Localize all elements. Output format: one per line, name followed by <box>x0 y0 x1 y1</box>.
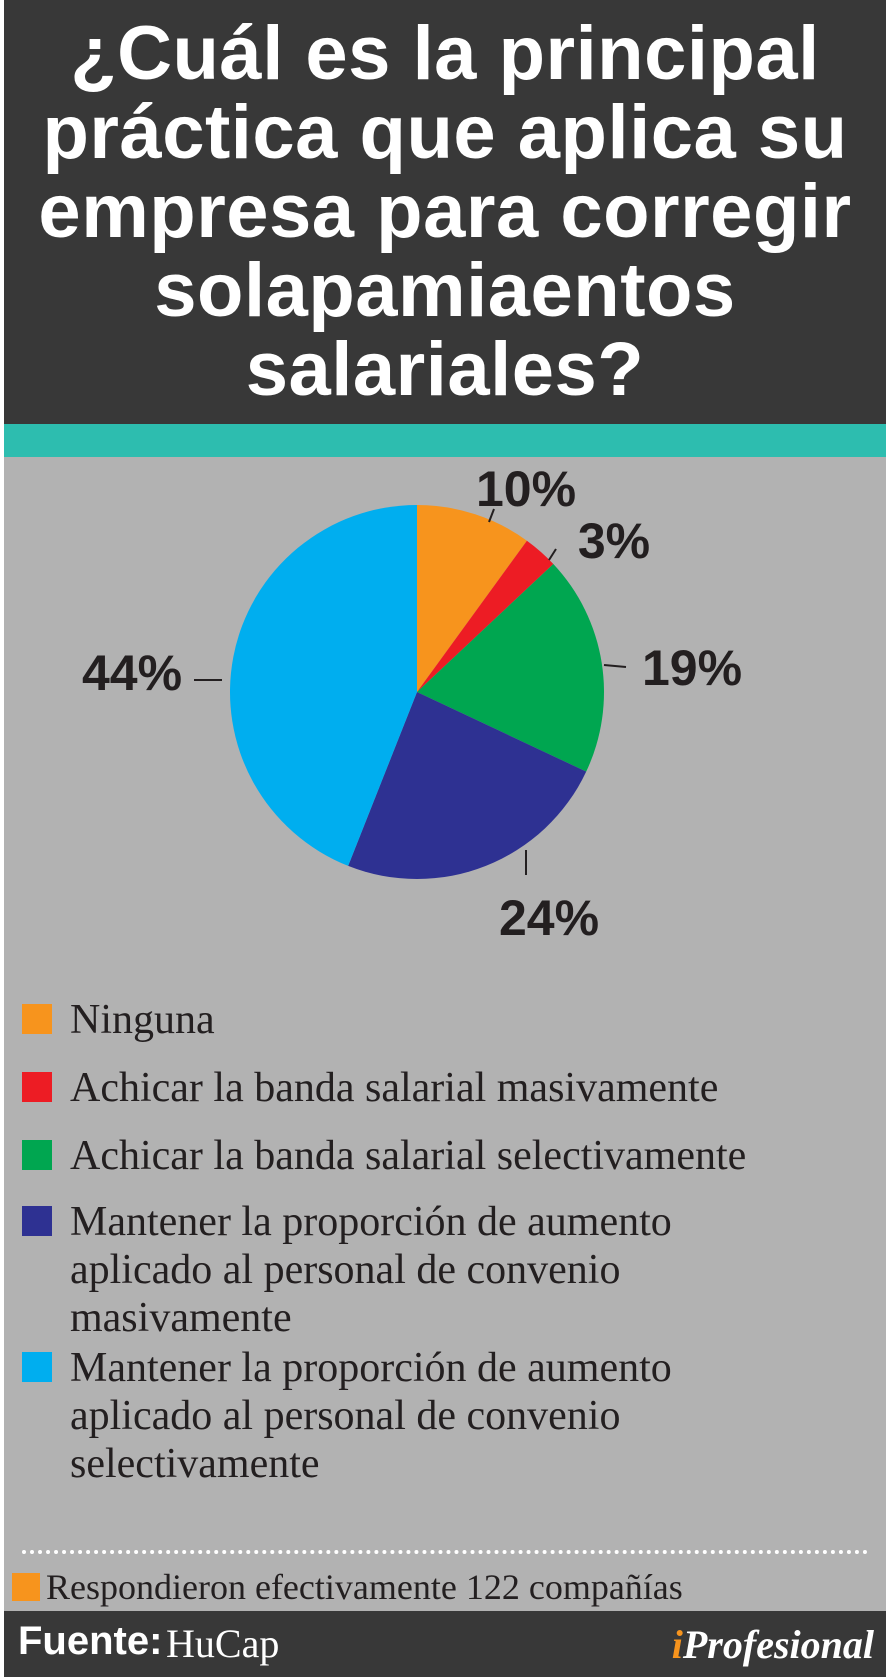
respondents-note-text: Respondieron efectivamente 122 compañías <box>46 1567 683 1607</box>
brand-logo-i: i <box>671 1622 683 1667</box>
infographic-card: ¿Cuál es la principal práctica que aplic… <box>4 0 886 1677</box>
legend-swatch <box>22 1140 52 1170</box>
dotted-divider <box>22 1550 868 1554</box>
pie-slice <box>417 505 527 692</box>
legend-swatch <box>22 1206 52 1236</box>
legend-swatch <box>22 1352 52 1382</box>
title-header: ¿Cuál es la principal práctica que aplic… <box>4 0 886 424</box>
legend-label: Achicar la banda salarial selectivamente <box>70 1133 747 1179</box>
pie-data-label: 24% <box>499 890 599 946</box>
footer-bar: Fuente: HuCap iProfesional <box>4 1611 886 1677</box>
title-line: ¿Cuál es la principal <box>70 11 820 96</box>
pie-data-label: 10% <box>476 461 576 517</box>
pie-data-label: 44% <box>82 645 182 701</box>
legend-swatch <box>22 1072 52 1102</box>
pie-leader-line <box>548 548 557 561</box>
pie-leader-line <box>488 508 495 523</box>
source-value: HuCap <box>166 1621 280 1666</box>
brand-logo: iProfesional <box>672 1621 874 1668</box>
chart-title: ¿Cuál es la principal práctica que aplic… <box>4 14 886 409</box>
legend-label: Achicar la banda salarial masivamente <box>70 1065 719 1111</box>
legend-label: Ninguna <box>70 997 215 1043</box>
legend-label: Mantener la proporción de aumento aplica… <box>70 1199 672 1341</box>
pie-data-label: 19% <box>642 640 742 696</box>
legend-swatch <box>22 1004 52 1034</box>
title-line: solapamiaentos <box>154 248 736 333</box>
title-line: empresa para corregir <box>38 169 852 254</box>
source-label: Fuente: <box>18 1619 163 1663</box>
legend-label: Mantener la proporción de aumento aplica… <box>70 1345 672 1487</box>
pie-leader-line <box>603 664 627 668</box>
title-line: práctica que aplica su <box>42 90 848 175</box>
title-line: salariales? <box>245 327 645 412</box>
pie-data-label: 3% <box>578 513 650 569</box>
pie-chart-svg: 10%3% 19% 24% 44% <box>82 461 742 946</box>
pie-slice <box>417 540 554 692</box>
respondents-note: Respondieron efectivamente 122 compañías <box>4 1563 886 1609</box>
pie-slice <box>417 563 604 772</box>
accent-bar <box>4 424 886 457</box>
pie-slice <box>348 692 587 880</box>
pie-chart: 10% 3% 19% 24% 44% <box>4 457 886 997</box>
pie-slice <box>229 505 417 866</box>
note-swatch <box>12 1573 40 1601</box>
brand-logo-text: Profesional <box>682 1622 874 1667</box>
